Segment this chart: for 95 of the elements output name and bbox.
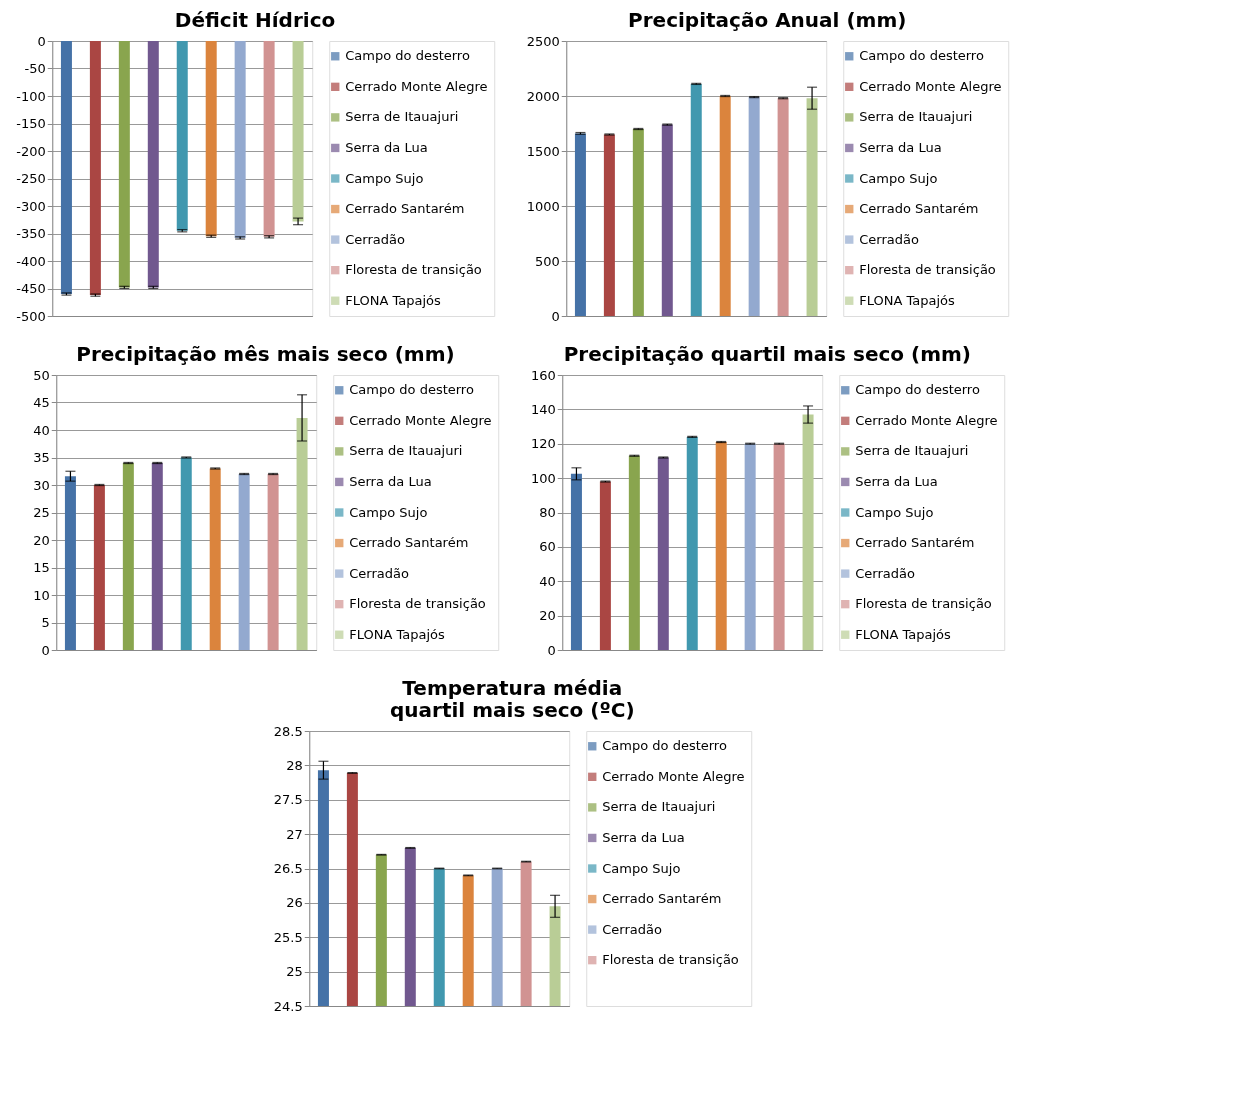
y-tick-label: 0 [41, 642, 50, 658]
chart-title: Precipitação mês mais seco (mm) [76, 341, 455, 366]
y-tick-label: -300 [16, 198, 46, 214]
legend-label: Campo do desterro [602, 738, 727, 754]
y-tick-label: 30 [33, 477, 50, 493]
legend-label: Cerrado Monte Alegre [855, 412, 998, 428]
legend-label: Campo Sujo [349, 504, 428, 520]
y-tick-label: 40 [33, 422, 50, 438]
legend-label: Cerrado Santarém [859, 201, 979, 217]
legend-label: Cerradão [602, 921, 662, 937]
legend-label: Campo Sujo [345, 170, 424, 186]
legend-label: Serra de Itauajuri [855, 443, 969, 459]
y-tick-label: 25 [33, 505, 50, 520]
legend-label: Floresta de transição [859, 262, 996, 278]
y-tick-label: 120 [530, 436, 556, 452]
legend-label: Campo Sujo [602, 860, 681, 876]
legend-label: Floresta de transição [345, 262, 482, 278]
chart-title: Temperatura média quartil mais seco (ºC) [390, 675, 635, 722]
y-tick-label: 5 [41, 615, 50, 630]
legend-label: Serra da Lua [345, 139, 428, 155]
y-tick-label: 20 [33, 532, 50, 548]
y-tick-label: -500 [16, 308, 46, 324]
y-tick-label: 20 [539, 608, 556, 624]
y-tick-label: 25.5 [273, 929, 303, 945]
legend-label: Floresta de transição [855, 596, 992, 612]
y-tick-label: 2500 [526, 33, 560, 49]
legend-label: Serra da Lua [855, 473, 938, 489]
y-tick-label: -400 [16, 253, 46, 269]
legend-label: FLONA Tapajós [349, 626, 446, 642]
y-tick-label: -150 [16, 116, 46, 131]
chart-title: Precipitação Anual (mm) [628, 7, 907, 32]
legend-label: Campo do desterro [855, 382, 980, 398]
y-tick-label: 27 [286, 826, 303, 842]
legend-label: Serra da Lua [602, 829, 685, 845]
y-tick-label: -200 [16, 143, 46, 159]
legend-label: Campo do desterro [349, 382, 474, 398]
legend-label: Cerrado Santarém [602, 891, 722, 907]
legend-label: Cerrado Monte Alegre [345, 78, 488, 94]
y-tick-label: 15 [33, 560, 50, 575]
legend-label: Serra de Itauajuri [349, 443, 463, 459]
legend-label: Cerradão [855, 565, 915, 581]
y-tick-label: 60 [539, 539, 556, 555]
y-tick-label: -450 [16, 281, 46, 296]
legend-label: Serra da Lua [859, 139, 942, 155]
y-tick-label: -50 [24, 61, 46, 76]
legend-label: Cerrado Santarém [345, 201, 465, 217]
legend-label: Serra de Itauajuri [602, 799, 716, 815]
chart-title: Déficit Hídrico [174, 7, 336, 32]
legend-label: FLONA Tapajós [859, 292, 956, 308]
legend-label: Cerradão [859, 231, 919, 247]
y-tick-label: 160 [530, 367, 556, 383]
y-tick-label: 1000 [526, 198, 560, 214]
y-tick-label: 28 [286, 757, 303, 773]
chart-title: Precipitação quartil mais seco (mm) [563, 341, 971, 366]
legend-label: Campo do desterro [345, 48, 470, 64]
legend-label: Serra da Lua [349, 473, 432, 489]
legend-label: Cerrado Monte Alegre [859, 78, 1002, 94]
legend-label: FLONA Tapajós [345, 292, 442, 308]
y-tick-label: 10 [33, 587, 50, 603]
y-tick-label: 35 [33, 450, 50, 465]
y-tick-label: 140 [530, 401, 556, 417]
y-tick-label: 28.5 [273, 723, 303, 739]
y-tick-label: 40 [539, 573, 556, 589]
y-tick-label: 80 [539, 505, 556, 520]
y-tick-label: 26.5 [273, 861, 303, 876]
y-tick-label: 2000 [526, 88, 560, 104]
legend-label: Cerrado Santarém [855, 535, 975, 551]
legend-label: FLONA Tapajós [855, 626, 952, 642]
y-tick-label: -250 [16, 171, 46, 186]
legend-label: Cerrado Monte Alegre [602, 768, 745, 784]
y-tick-label: -350 [16, 226, 46, 241]
legend-label: Campo do desterro [859, 48, 984, 64]
legend-label: Serra de Itauajuri [345, 109, 459, 125]
y-tick-label: 0 [551, 308, 560, 324]
y-tick-label: 1500 [526, 143, 560, 159]
y-tick-label: 45 [33, 395, 50, 410]
legend-label: Cerradão [345, 231, 405, 247]
y-tick-label: 26 [286, 895, 303, 911]
y-tick-label: 100 [530, 470, 556, 486]
legend-label: Cerrado Monte Alegre [349, 412, 492, 428]
y-tick-label: 25 [286, 964, 303, 980]
legend-label: Campo Sujo [859, 170, 938, 186]
y-tick-label: 0 [547, 642, 556, 658]
legend-label: Floresta de transição [602, 952, 739, 968]
legend-label: Serra de Itauajuri [859, 109, 973, 125]
legend-label: Floresta de transição [349, 596, 486, 612]
y-tick-label: 24.5 [273, 998, 303, 1014]
y-tick-label: 0 [37, 33, 46, 49]
legend-label: Cerrado Santarém [349, 535, 469, 551]
y-tick-label: 50 [33, 367, 50, 383]
y-tick-label: 500 [534, 253, 560, 269]
y-tick-label: -100 [16, 88, 46, 104]
legend-label: Cerradão [349, 565, 409, 581]
legend-label: Campo Sujo [855, 504, 934, 520]
y-tick-label: 27.5 [273, 792, 303, 808]
